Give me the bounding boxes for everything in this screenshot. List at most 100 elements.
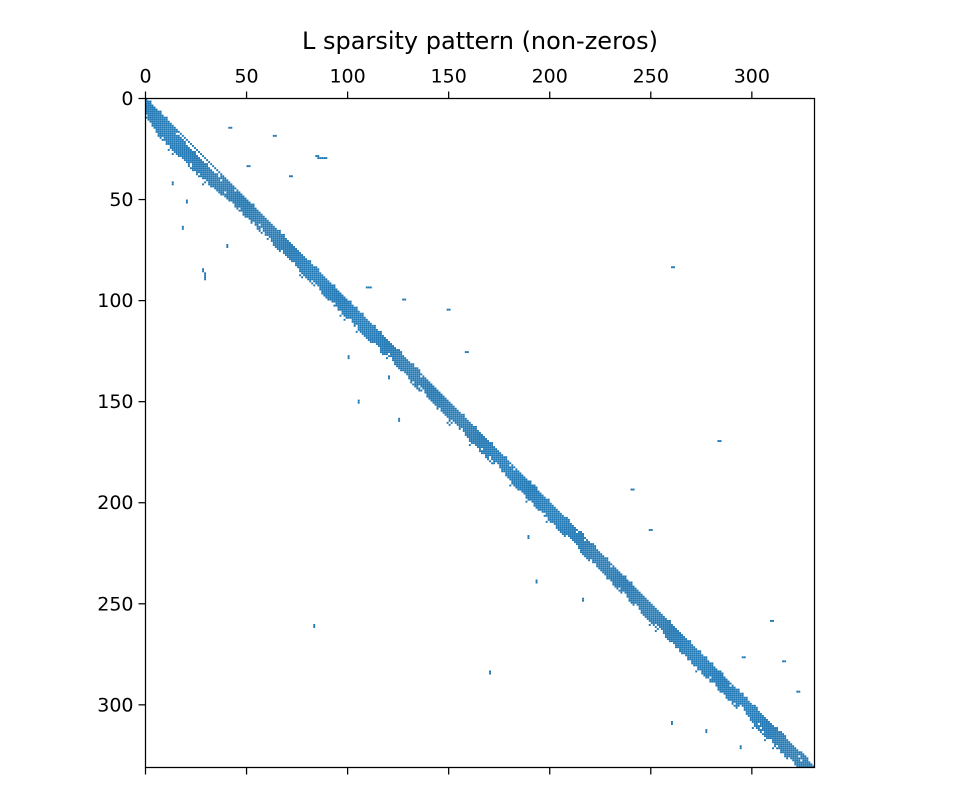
sparsity-mark: [491, 458, 494, 461]
sparsity-mark: [727, 696, 730, 699]
sparsity-mark: [608, 569, 611, 572]
sparsity-mark: [656, 621, 659, 624]
sparsity-mark: [252, 219, 255, 222]
sparsity-mark: [424, 377, 427, 380]
sparsity-mark: [242, 195, 245, 198]
sparsity-mark: [774, 745, 776, 748]
sparsity-mark: [527, 492, 530, 495]
sparsity-mark: [299, 262, 302, 265]
sparsity-mark: [442, 401, 445, 404]
sparsity-mark: [745, 710, 748, 713]
sparsity-mark: [345, 298, 348, 301]
sparsity-mark: [719, 690, 722, 693]
sparsity-mark: [644, 611, 647, 614]
sparsity-mark: [474, 434, 477, 436]
sparsity-mark: [664, 617, 667, 620]
sparsity-mark: [305, 262, 308, 265]
sparsity-mark: [729, 686, 732, 689]
sparsity-mark: [594, 549, 597, 552]
sparsity-mark: [408, 371, 411, 374]
sparsity-mark: [309, 270, 312, 273]
sparsity-mark: [343, 312, 346, 315]
sparsity-mark: [485, 454, 487, 457]
sparsity-mark: [580, 549, 582, 552]
sparsity-mark: [693, 650, 696, 653]
sparsity-mark: [743, 698, 746, 701]
sparsity-mark: [333, 286, 336, 289]
sparsity-mark: [436, 397, 439, 400]
sparsity-mark: [187, 161, 190, 164]
sparsity-mark: [612, 567, 615, 570]
sparsity-mark: [476, 429, 479, 432]
sparsity-mark: [444, 397, 447, 400]
sparsity-mark: [695, 658, 698, 661]
sparsity-mark: [588, 549, 591, 552]
sparsity-mark: [505, 474, 508, 477]
sparsity-mark: [547, 506, 550, 509]
sparsity-mark: [303, 268, 306, 271]
sparsity-mark: [212, 179, 215, 182]
sparsity-mark: [638, 607, 641, 610]
sparsity-mark: [493, 456, 496, 459]
sparsity-mark: [167, 126, 170, 129]
sparsity-mark: [410, 379, 413, 382]
sparsity-mark: [644, 615, 647, 618]
sparsity-mark: [707, 674, 710, 677]
sparsity-mark: [234, 197, 237, 200]
sparsity-mark: [543, 496, 546, 499]
sparsity-mark: [412, 367, 415, 370]
sparsity-mark: [719, 672, 722, 675]
sparsity-mark: [485, 440, 487, 442]
sparsity-mark: [224, 185, 227, 188]
sparsity-mark: [242, 213, 245, 216]
sparsity-mark: [487, 444, 489, 447]
sparsity-mark: [505, 468, 508, 471]
sparsity-mark: [782, 733, 785, 736]
sparsity-mark: [145, 112, 148, 115]
sparsity-mark: [782, 751, 785, 754]
sparsity-mark: [452, 407, 455, 410]
sparsity-mark: [379, 343, 382, 345]
sparsity-mark: [519, 486, 522, 489]
sparsity-mark: [165, 128, 168, 131]
sparsity-mark: [753, 714, 756, 717]
sparsity-mark: [333, 290, 336, 293]
sparsity-mark: [175, 130, 178, 133]
sparsity-mark: [181, 155, 184, 158]
sparsity-mark: [284, 246, 287, 248]
sparsity-mark: [489, 444, 492, 447]
sparsity-mark: [258, 215, 261, 218]
sparsity-mark: [753, 718, 756, 721]
sparsity-mark: [806, 765, 809, 768]
sparsity-mark: [531, 496, 534, 499]
sparsity-mark: [367, 324, 370, 327]
sparsity-mark: [295, 252, 297, 255]
sparsity-mark: [695, 662, 698, 665]
sparsity-mark: [414, 385, 417, 388]
sparsity-mark: [796, 757, 799, 760]
sparsity-mark: [687, 646, 690, 649]
sparsity-mark: [365, 320, 368, 323]
sparsity-mark: [329, 284, 332, 287]
sparsity-mark: [553, 516, 556, 519]
sparsity-mark: [604, 563, 607, 566]
sparsity-mark: [753, 704, 756, 707]
sparsity-mark: [582, 553, 584, 556]
sparsity-mark: [511, 480, 514, 483]
sparsity-mark: [430, 395, 433, 398]
sparsity-mark: [739, 692, 742, 695]
sparsity-mark: [666, 638, 669, 641]
sparsity-mark: [802, 759, 805, 762]
sparsity-mark: [592, 551, 595, 554]
sparsity-mark: [571, 529, 574, 531]
sparsity-mark: [256, 223, 259, 226]
sparsity-mark: [327, 284, 330, 287]
sparsity-mark: [563, 516, 566, 519]
sparsity-mark: [400, 367, 403, 370]
sparsity-mark: [586, 541, 589, 544]
sparsity-mark: [485, 448, 487, 451]
sparsity-mark: [798, 761, 801, 764]
sparsity-mark: [398, 365, 401, 368]
sparsity-mark: [222, 187, 225, 190]
sparsity-mark: [507, 468, 510, 471]
